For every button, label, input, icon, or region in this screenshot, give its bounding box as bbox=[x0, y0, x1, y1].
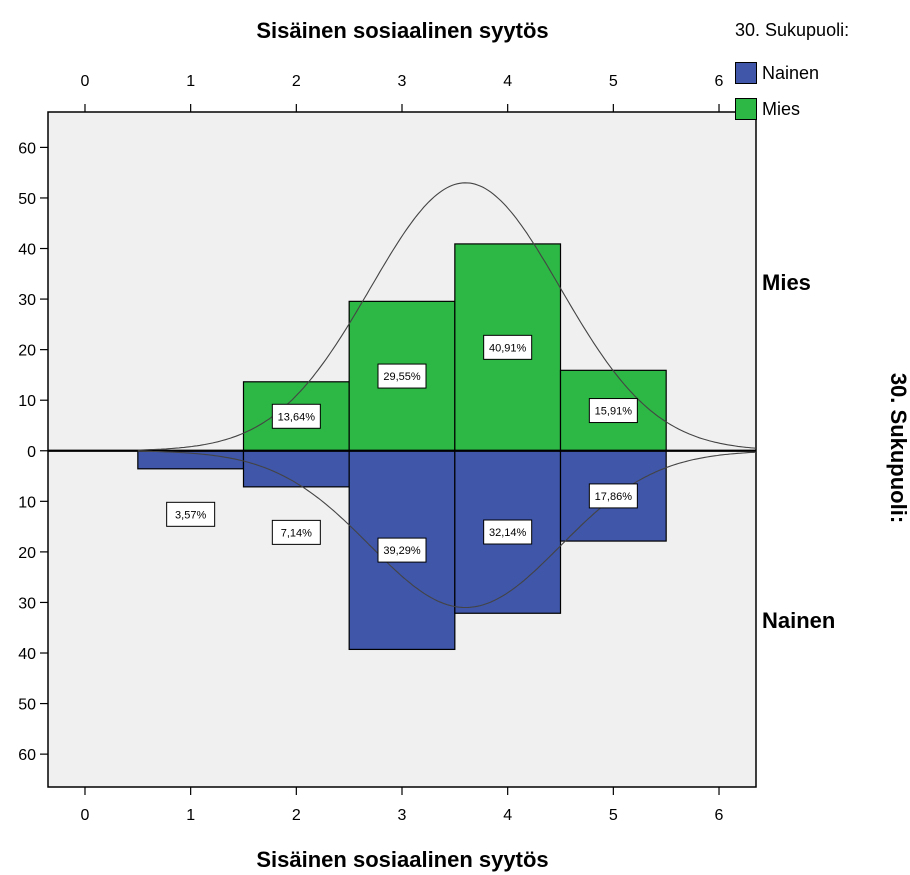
y-tick-label: 30 bbox=[18, 292, 36, 309]
data-label-nainen-4: 32,14% bbox=[489, 527, 527, 539]
legend-swatch-mies bbox=[735, 98, 757, 120]
x-tick-label-bottom: 4 bbox=[503, 807, 512, 824]
data-label-box-nainen-1 bbox=[166, 501, 216, 527]
y-tick-label: 40 bbox=[18, 646, 36, 663]
y-tick-label: 20 bbox=[18, 545, 36, 562]
legend-item-nainen: Nainen bbox=[735, 55, 849, 91]
y-tick-label: 30 bbox=[18, 595, 36, 612]
y-tick-label: 50 bbox=[18, 191, 36, 208]
normal-curve-nainen bbox=[137, 450, 757, 609]
x-axis-label: Sisäinen sosiaalinen syytös bbox=[256, 847, 549, 872]
legend-item-mies: Mies bbox=[735, 91, 849, 127]
legend-label-mies: Mies bbox=[762, 98, 801, 119]
data-label-nainen-5: 17,86% bbox=[595, 491, 633, 503]
x-tick-label-top: 3 bbox=[398, 73, 407, 90]
y-tick-label: 0 bbox=[27, 444, 36, 461]
group-label-mies: Mies bbox=[762, 270, 811, 295]
data-label-nainen-2: 7,14% bbox=[281, 527, 312, 539]
normal-curve-mies bbox=[137, 182, 757, 451]
x-tick-label-top: 1 bbox=[186, 73, 195, 90]
y-tick-label: 10 bbox=[18, 393, 36, 410]
x-tick-label-top: 0 bbox=[81, 73, 90, 90]
data-label-mies-3: 29,55% bbox=[383, 371, 421, 383]
x-tick-label-bottom: 0 bbox=[81, 807, 90, 824]
x-tick-label-top: 4 bbox=[503, 73, 512, 90]
data-label-box-nainen-5 bbox=[588, 483, 638, 509]
x-tick-label-top: 2 bbox=[292, 73, 301, 90]
y-tick-label: 20 bbox=[18, 343, 36, 360]
x-tick-label-bottom: 1 bbox=[186, 807, 195, 824]
legend: 30. Sukupuoli: Nainen Mies bbox=[735, 20, 849, 127]
group-label-nainen: Nainen bbox=[762, 608, 836, 633]
data-label-box-nainen-2 bbox=[271, 519, 321, 545]
x-tick-label-top: 5 bbox=[609, 73, 618, 90]
data-label-nainen-3: 39,29% bbox=[383, 545, 421, 557]
panel-axis-label: 30. Sukupuoli: bbox=[886, 372, 910, 524]
x-tick-label-top: 6 bbox=[715, 73, 724, 90]
y-tick-label: 40 bbox=[18, 242, 36, 259]
legend-title: 30. Sukupuoli: bbox=[735, 20, 850, 40]
x-tick-label-bottom: 5 bbox=[609, 807, 618, 824]
x-tick-label-bottom: 6 bbox=[715, 807, 724, 824]
data-label-box-mies-2 bbox=[271, 403, 321, 429]
y-tick-label: 60 bbox=[18, 747, 36, 764]
legend-swatch-nainen bbox=[735, 62, 757, 84]
x-tick-label-bottom: 3 bbox=[398, 807, 407, 824]
y-tick-label: 60 bbox=[18, 140, 36, 157]
data-label-mies-5: 15,91% bbox=[595, 406, 633, 418]
data-label-box-mies-4 bbox=[483, 334, 533, 360]
data-label-mies-4: 40,91% bbox=[489, 342, 527, 354]
chart-title-top: Sisäinen sosiaalinen syytös bbox=[256, 18, 549, 43]
bar-nainen-2 bbox=[242, 450, 350, 488]
data-label-box-nainen-3 bbox=[377, 537, 427, 563]
data-label-box-mies-3 bbox=[377, 363, 427, 389]
x-tick-label-bottom: 2 bbox=[292, 807, 301, 824]
data-label-box-nainen-4 bbox=[483, 519, 533, 545]
data-label-box-mies-5 bbox=[588, 398, 638, 424]
legend-label-nainen: Nainen bbox=[762, 62, 820, 83]
data-label-nainen-1: 3,57% bbox=[175, 509, 206, 521]
data-label-mies-2: 13,64% bbox=[278, 411, 316, 423]
y-tick-label: 50 bbox=[18, 697, 36, 714]
y-tick-label: 10 bbox=[18, 494, 36, 511]
